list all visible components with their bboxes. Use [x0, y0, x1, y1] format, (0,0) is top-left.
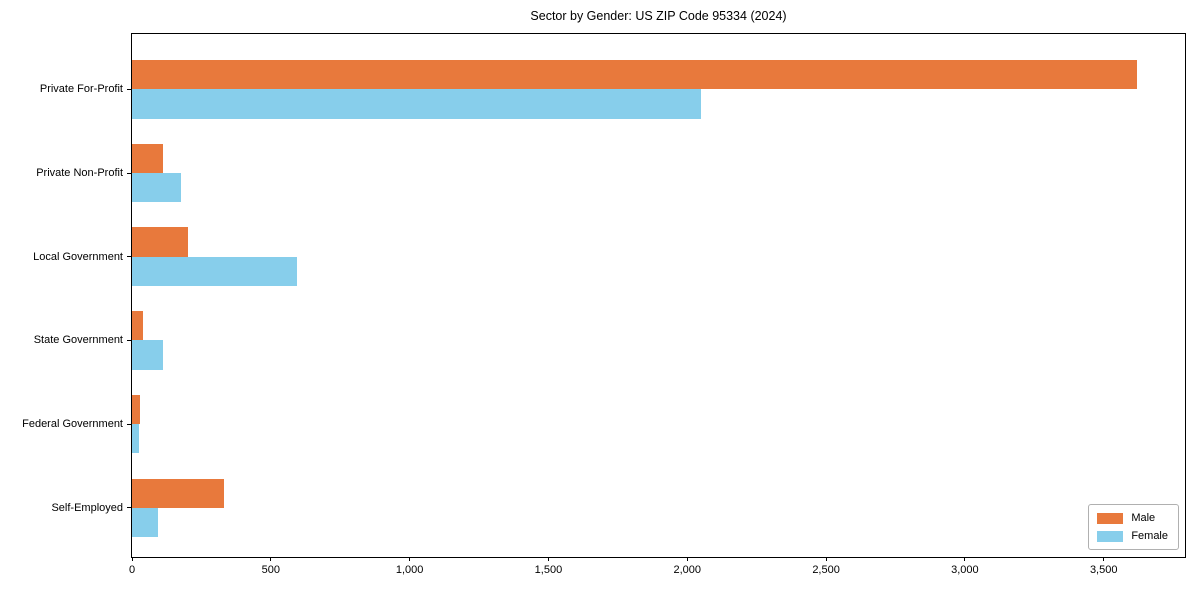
x-axis-tick-label-3-500: 3,500	[1089, 564, 1118, 576]
bar-female-local-government	[132, 256, 298, 286]
y-axis-label-private-for-profit: Private For-Profit	[39, 83, 123, 96]
chart-title: Sector by Gender: US ZIP Code 95334 (202…	[530, 9, 787, 23]
legend-entry-male: Male	[1097, 512, 1168, 524]
x-tick-2-500	[825, 557, 827, 561]
y-tick-self-employed	[127, 507, 132, 509]
x-axis-tick-label-2-000: 2,000	[673, 564, 702, 576]
x-axis-tick-label-1-000: 1,000	[395, 564, 424, 576]
x-axis-tick-label-3-000: 3,000	[951, 564, 979, 576]
x-tick-1-500	[547, 557, 549, 561]
x-tick-500	[270, 557, 272, 561]
bar-male-private-for-profit	[132, 60, 1138, 90]
y-tick-private-for-profit	[127, 88, 132, 90]
bar-male-local-government	[132, 227, 188, 257]
y-axis-label-self-employed: Self-Employed	[51, 501, 123, 514]
x-tick-2-000	[686, 557, 688, 561]
x-axis-tick-label-0: 0	[128, 564, 136, 576]
bar-female-self-employed	[132, 507, 159, 538]
y-axis-label-state-government: State Government	[33, 334, 123, 347]
bar-female-private-non-profit	[132, 173, 181, 203]
bar-female-private-for-profit	[132, 89, 702, 119]
bar-male-federal-government	[132, 394, 140, 425]
x-axis-tick-label-1-500: 1,500	[534, 564, 563, 576]
bar-male-state-government	[132, 311, 144, 341]
y-tick-federal-government	[127, 423, 132, 425]
y-tick-private-non-profit	[127, 172, 132, 174]
legend-label-male: Male	[1131, 512, 1156, 524]
y-tick-local-government	[127, 256, 132, 258]
legend-swatch-male	[1097, 512, 1124, 524]
bar-male-private-non-profit	[132, 143, 163, 173]
x-axis-tick-label-2-500: 2,500	[812, 564, 840, 576]
x-tick-1-000	[409, 557, 411, 561]
y-axis-label-local-government: Local Government	[33, 250, 123, 263]
bar-female-state-government	[132, 340, 163, 370]
y-axis-label-federal-government: Federal Government	[22, 418, 123, 431]
y-tick-state-government	[127, 339, 132, 341]
plot-area: Male Female Private For-Profit Private Non…	[22, 33, 1186, 576]
legend-entry-female: Female	[1097, 530, 1168, 542]
legend: Male Female	[1088, 504, 1179, 550]
x-tick-0	[131, 557, 133, 561]
bar-female-federal-government	[132, 424, 139, 454]
x-tick-3-000	[964, 557, 966, 561]
legend-swatch-female	[1097, 530, 1124, 542]
bar-male-self-employed	[132, 478, 224, 508]
x-axis-tick-label-500: 500	[261, 564, 280, 576]
legend-label-female: Female	[1131, 530, 1168, 542]
y-axis-label-private-non-profit: Private Non-Profit	[36, 167, 123, 179]
x-tick-3-500	[1103, 557, 1105, 561]
